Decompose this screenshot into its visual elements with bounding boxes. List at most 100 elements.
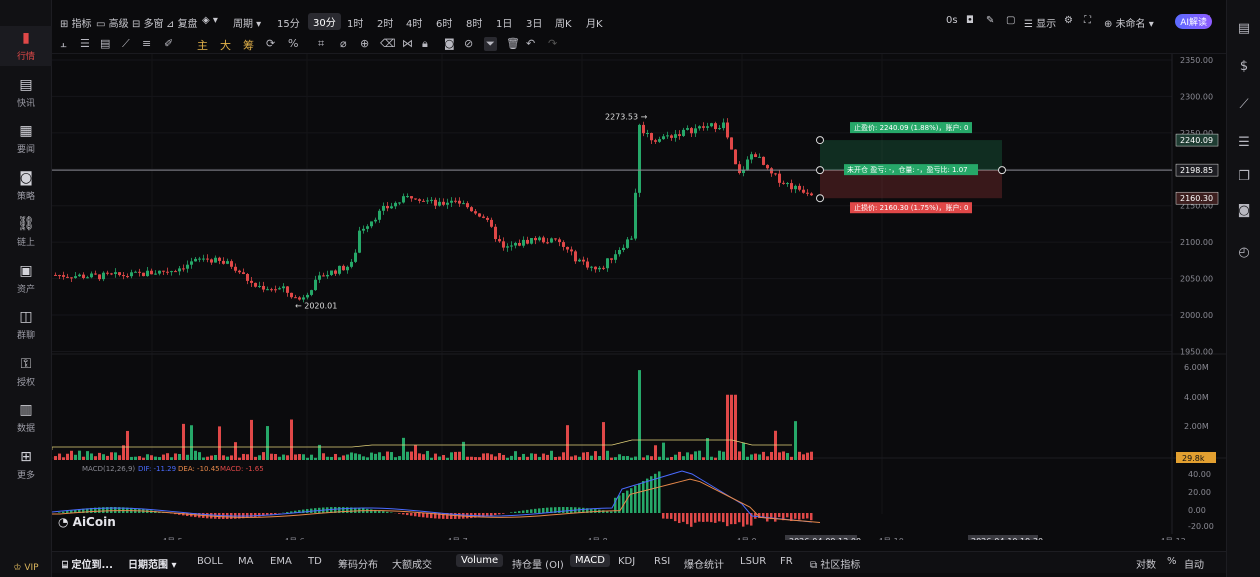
robot-icon[interactable]: ◙ [1237, 203, 1251, 218]
pen-icon[interactable]: ✎ [986, 15, 995, 26]
camera-icon[interactable]: ◘ [966, 15, 974, 26]
horizontal-line-tool-icon[interactable]: ⫠ [60, 37, 67, 50]
brush-tool-icon[interactable]: ✐ [164, 37, 174, 50]
large-order-button[interactable]: 大 [220, 39, 231, 52]
lock-tool-icon[interactable]: 🔒︎ [422, 37, 428, 50]
redo-icon[interactable]: ↷ [548, 37, 558, 50]
advanced-button[interactable]: ▭ 高级 [96, 19, 129, 30]
candle-body [530, 238, 533, 244]
candle-body [598, 267, 601, 270]
fullscreen-icon[interactable]: ⛶ [1084, 15, 1091, 26]
indicator-large-trades[interactable]: 大额成交 [392, 560, 432, 571]
nav-item-1[interactable]: ▤ 快讯 [0, 73, 52, 113]
crop-tool-icon[interactable]: ⌗ [318, 37, 325, 50]
layout-name-dropdown[interactable]: ⊕ 未命名 ▾ [1104, 19, 1154, 30]
channel-tool-icon[interactable]: ▤ [100, 37, 111, 50]
candlestick-chart[interactable]: 止盈价: 2240.09 (1.88%)，账户: 0 未开仓 盈亏: -，仓量: … [51, 54, 1226, 547]
log-scale-toggle[interactable]: 对数 [1136, 560, 1156, 571]
indicator-chip-distribution[interactable]: 筹码分布 [338, 560, 378, 571]
ruler-tool-icon[interactable]: ⌀ [340, 37, 347, 50]
indicator-fr[interactable]: FR [780, 556, 793, 567]
indicator-open-interest[interactable]: 持仓量 (OI) [512, 560, 564, 571]
main-indicator-button[interactable]: 主 [197, 39, 208, 52]
nav-item-5[interactable]: ▣ 资产 [0, 259, 52, 299]
candle-body [450, 200, 453, 203]
nav-item-6[interactable]: ◫ 群聊 [0, 305, 52, 345]
nav-item-4[interactable]: ⛓ 链上 [0, 212, 52, 252]
locate-button[interactable]: ⌸ 定位到... [62, 560, 113, 571]
nav-item-3[interactable]: ◙ 策略 [0, 166, 52, 206]
trend-icon[interactable]: ⟋ [1239, 97, 1249, 112]
list-icon[interactable]: ☰ [1238, 135, 1250, 150]
macd-bar [270, 513, 273, 515]
tab-15m[interactable]: 15分 [277, 19, 300, 30]
indicator-ema[interactable]: EMA [270, 556, 292, 567]
tab-1d[interactable]: 1日 [496, 19, 513, 30]
macd-bar [662, 513, 665, 519]
chart-area[interactable]: 止盈价: 2240.09 (1.88%)，账户: 0 未开仓 盈亏: -，仓量: … [51, 54, 1226, 547]
volume-bar [74, 454, 77, 460]
screenshot-tool-icon[interactable]: ◙ [444, 37, 455, 50]
tab-2h[interactable]: 2时 [377, 19, 394, 30]
delete-tool-icon[interactable]: 🗑︎ [506, 37, 520, 50]
magnet-tool-icon[interactable]: ⊘ [464, 37, 474, 50]
tab-30m[interactable]: 30分 [308, 13, 341, 30]
nav-item-8[interactable]: ▥ 数据 [0, 398, 52, 438]
volume-bar [230, 455, 233, 460]
indicator-kdj[interactable]: KDJ [618, 556, 636, 567]
auto-scale-toggle[interactable]: 自动 [1184, 560, 1204, 571]
replay-button[interactable]: ⊿ 复盘 [166, 19, 198, 30]
tab-4h[interactable]: 4时 [406, 19, 423, 30]
candle-body [786, 183, 789, 185]
indicator-macd[interactable]: MACD [570, 554, 610, 567]
date-range-dropdown[interactable]: 日期范围 ▾ [128, 560, 177, 571]
undo-icon[interactable]: ↶ [526, 37, 536, 50]
ai-analysis-button[interactable]: AI解读 [1175, 14, 1212, 29]
nav-item-2[interactable]: ▦ 要闻 [0, 119, 52, 159]
chip-button[interactable]: 筹 [243, 39, 254, 52]
clock-icon[interactable]: ◴ [1238, 245, 1250, 260]
zoom-tool-icon[interactable]: ⊕ [360, 37, 370, 50]
candle-body [218, 257, 221, 261]
percent-scale-toggle[interactable]: % [1167, 556, 1177, 567]
tab-3d[interactable]: 3日 [526, 19, 543, 30]
display-button[interactable]: ☰ 显示 [1024, 19, 1057, 30]
indicator-volume[interactable]: Volume [456, 554, 504, 567]
indicator-rsi[interactable]: RSI [654, 556, 671, 567]
tab-8h[interactable]: 8时 [466, 19, 483, 30]
nav-item-0[interactable]: ▮ 行情 [0, 26, 52, 66]
vip-badge[interactable]: ♔ VIP [13, 563, 39, 573]
settings-icon[interactable]: ⚙ [1064, 15, 1073, 26]
multi-window-button[interactable]: ⊟ 多窗 [132, 19, 164, 30]
indicator-ma[interactable]: MA [238, 556, 254, 567]
indicator-liquidation[interactable]: 爆仓统计 [684, 560, 724, 571]
refresh-tool-icon[interactable]: ⟳ [266, 37, 276, 50]
period-dropdown[interactable]: 周期 ▾ [233, 19, 262, 30]
pattern-tool-icon[interactable]: ⋈ [402, 37, 413, 50]
fib-tool-icon[interactable]: ≡ [142, 37, 152, 50]
tab-1h[interactable]: 1时 [347, 19, 364, 30]
volume-bar [182, 423, 185, 460]
note-icon[interactable]: ▤ [1237, 21, 1251, 36]
tab-month[interactable]: 月K [586, 19, 603, 30]
macd-bar [510, 512, 513, 513]
filter-tool-icon[interactable]: ⏷ [484, 37, 497, 51]
nav-item-9[interactable]: ⊞ 更多 [0, 445, 52, 485]
candle-body [522, 239, 525, 246]
dollar-icon[interactable]: $ [1239, 59, 1249, 74]
indicator-button[interactable]: ⊞ 指标 [60, 19, 92, 30]
nav-item-7[interactable]: ⚿ 授权 [0, 352, 52, 392]
tab-6h[interactable]: 6时 [436, 19, 453, 30]
indicator-lsur[interactable]: LSUR [740, 556, 767, 567]
percent-tool-icon[interactable]: % [288, 37, 299, 50]
tab-week[interactable]: 周K [555, 19, 572, 30]
multi-line-tool-icon[interactable]: ☰ [80, 37, 90, 50]
community-indicators-button[interactable]: ⧉ 社区指标 [810, 560, 861, 571]
indicator-boll[interactable]: BOLL [197, 556, 223, 567]
layers-icon[interactable]: ❐ [1238, 169, 1250, 184]
trendline-tool-icon[interactable]: ⟋ [122, 37, 130, 50]
chart-type-button[interactable]: ◈ ▾ [202, 15, 218, 26]
eraser-tool-icon[interactable]: ⌫ [380, 37, 396, 50]
indicator-td[interactable]: TD [308, 556, 322, 567]
comment-icon[interactable]: ▢ [1006, 15, 1016, 26]
